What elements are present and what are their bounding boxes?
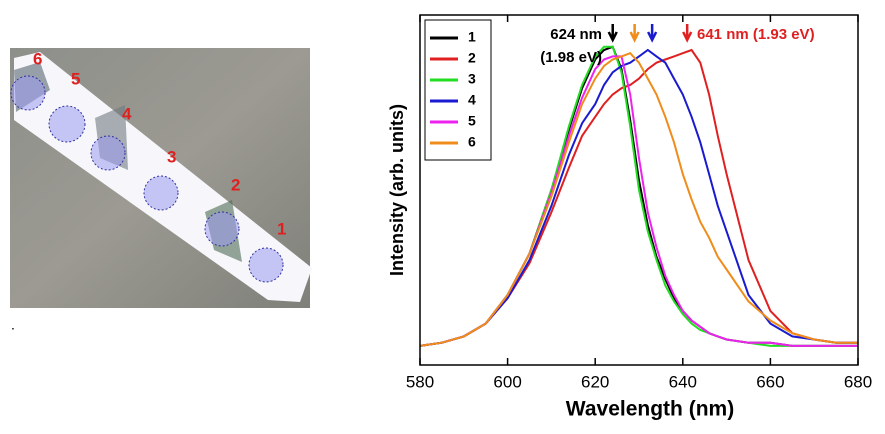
arrow — [607, 24, 618, 43]
spot-label: 4 — [122, 104, 132, 123]
x-tick-label: 620 — [581, 372, 609, 391]
spot — [90, 135, 126, 171]
annotation: 641 nm (1.93 eV) — [697, 26, 815, 43]
annotation: (1.98 eV) — [540, 49, 602, 66]
arrow — [682, 24, 693, 43]
legend-label: 5 — [468, 113, 476, 129]
spot-label: 6 — [33, 49, 42, 68]
spot — [248, 247, 284, 283]
spot — [10, 75, 46, 111]
x-tick-label: 580 — [406, 372, 434, 391]
spot — [143, 175, 179, 211]
spot-label: 3 — [167, 147, 176, 166]
arrow — [647, 24, 658, 43]
spot-label: 5 — [71, 69, 80, 88]
legend-label: 1 — [468, 29, 476, 45]
series-line — [419, 52, 858, 347]
x-tick-label: 680 — [844, 372, 872, 391]
series-line — [419, 48, 858, 347]
photo: 6 5 4 3 2 1 . — [10, 48, 312, 333]
legend-label: 3 — [468, 71, 476, 87]
series-line — [419, 48, 858, 347]
chart: Wavelength (nm) Intensity (arb. units) 5… — [387, 14, 872, 421]
spot — [48, 105, 86, 143]
plot-frame — [419, 14, 859, 366]
x-tick-label: 600 — [493, 372, 521, 391]
legend-box — [424, 19, 492, 161]
spot-label: 1 — [277, 219, 286, 238]
annotation: 624 nm — [550, 26, 602, 43]
legend-label: 6 — [468, 134, 476, 150]
spot — [204, 211, 240, 247]
spot-label: 2 — [231, 175, 240, 194]
x-tick-label: 640 — [669, 372, 697, 391]
arrow — [629, 24, 640, 43]
footnote: . — [11, 317, 15, 333]
x-axis-label: Wavelength (nm) — [566, 398, 734, 421]
legend-label: 2 — [468, 50, 476, 66]
legend-label: 4 — [468, 92, 476, 108]
x-tick-label: 660 — [756, 372, 784, 391]
y-axis-label: Intensity (arb. units) — [387, 104, 407, 276]
